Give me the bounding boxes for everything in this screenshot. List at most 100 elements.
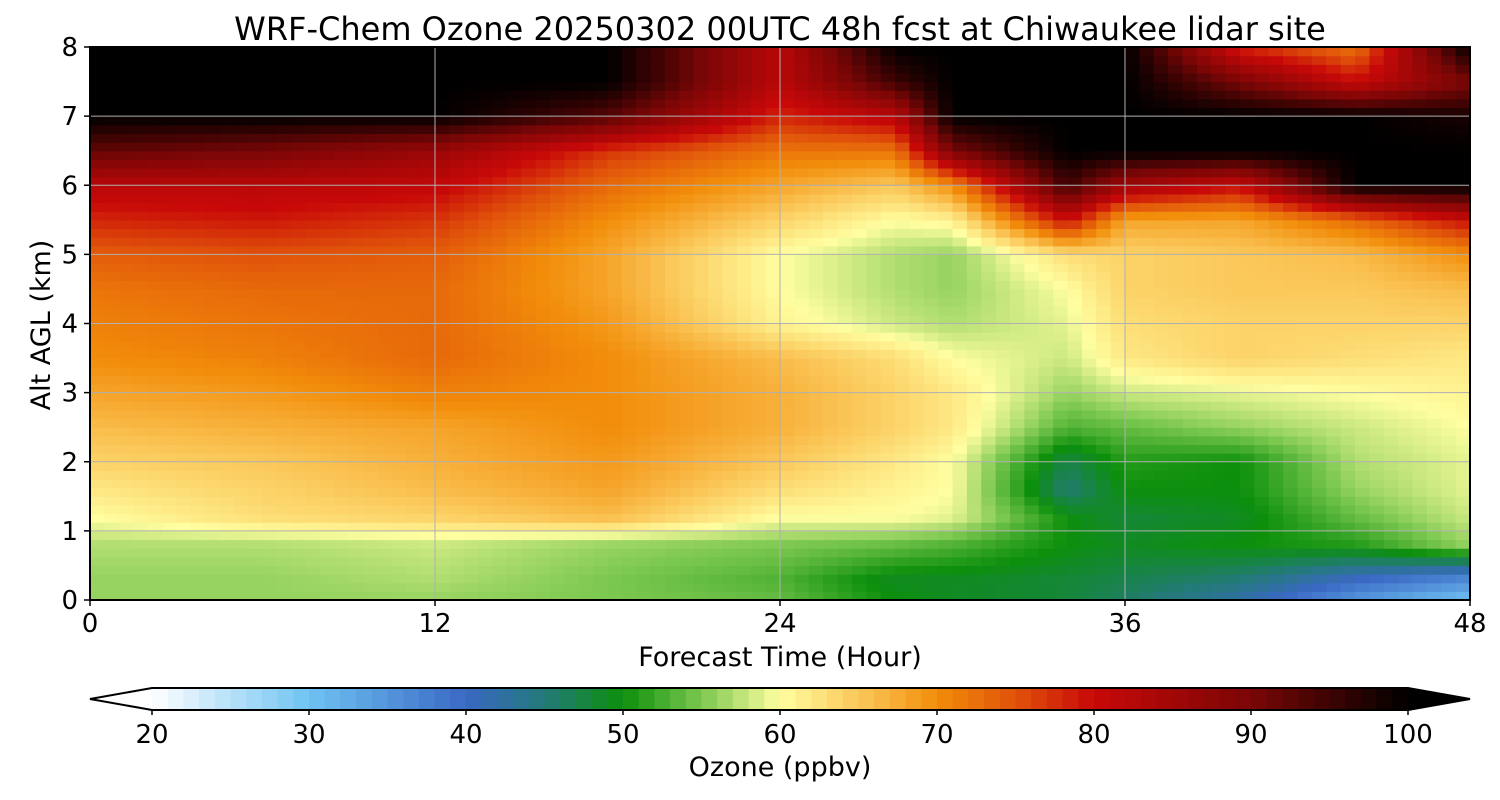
heatmap-cell bbox=[492, 522, 508, 532]
heatmap-cell bbox=[995, 504, 1011, 515]
heatmap-cell bbox=[866, 453, 882, 463]
heatmap-cell bbox=[1311, 237, 1327, 247]
heatmap-cell bbox=[780, 167, 795, 178]
heatmap-cell bbox=[866, 539, 882, 549]
heatmap-cell bbox=[478, 513, 494, 523]
heatmap-cell bbox=[966, 271, 982, 281]
heatmap-cell bbox=[348, 461, 364, 471]
heatmap-cell bbox=[794, 211, 810, 221]
heatmap-cell bbox=[1283, 479, 1299, 489]
heatmap-cell bbox=[1311, 375, 1327, 385]
heatmap-cell bbox=[377, 254, 393, 264]
heatmap-cell bbox=[205, 427, 220, 437]
heatmap-cell bbox=[521, 366, 537, 376]
heatmap-cell bbox=[363, 565, 379, 575]
heatmap-cell bbox=[320, 479, 335, 489]
heatmap-cell bbox=[736, 159, 752, 169]
heatmap-cell bbox=[1168, 306, 1184, 316]
heatmap-cell bbox=[1268, 487, 1284, 497]
heatmap-cell bbox=[1383, 193, 1399, 204]
heatmap-cell bbox=[851, 263, 867, 273]
heatmap-cell bbox=[895, 332, 910, 342]
heatmap-cell bbox=[1283, 409, 1299, 420]
heatmap-cell bbox=[593, 202, 609, 212]
heatmap-cell bbox=[435, 401, 450, 411]
heatmap-cell bbox=[1268, 556, 1284, 567]
heatmap-cell bbox=[751, 496, 767, 506]
heatmap-cell bbox=[564, 150, 580, 160]
heatmap-cell bbox=[118, 176, 134, 186]
heatmap-cell bbox=[1426, 306, 1442, 316]
heatmap-cell bbox=[147, 366, 163, 376]
heatmap-cell bbox=[650, 288, 666, 299]
heatmap-cell bbox=[363, 314, 379, 325]
heatmap-cell bbox=[794, 280, 810, 290]
heatmap-cell bbox=[248, 383, 264, 394]
heatmap-cell bbox=[909, 427, 925, 437]
heatmap-cell bbox=[233, 254, 249, 264]
heatmap-cell bbox=[1168, 375, 1184, 385]
heatmap-cell bbox=[535, 219, 551, 230]
heatmap-cell bbox=[147, 271, 163, 281]
heatmap-cell bbox=[1053, 435, 1069, 446]
heatmap-cell bbox=[334, 219, 350, 230]
heatmap-cell bbox=[923, 565, 939, 575]
heatmap-cell bbox=[1441, 392, 1457, 402]
heatmap-cell bbox=[1096, 470, 1112, 480]
heatmap-cell bbox=[1153, 392, 1169, 402]
heatmap-cell bbox=[880, 530, 896, 541]
heatmap-cell bbox=[1311, 176, 1327, 186]
heatmap-cell bbox=[1383, 513, 1399, 523]
heatmap-cell bbox=[377, 263, 393, 273]
heatmap-cell bbox=[952, 461, 968, 471]
heatmap-cell bbox=[751, 297, 767, 307]
heatmap-cell bbox=[391, 263, 407, 273]
heatmap-cell bbox=[1311, 504, 1327, 515]
heatmap-cell bbox=[133, 470, 149, 480]
heatmap-cell bbox=[851, 202, 867, 212]
heatmap-cell bbox=[564, 159, 580, 169]
heatmap-cell bbox=[650, 487, 666, 497]
heatmap-cell bbox=[1024, 297, 1040, 307]
heatmap-cell bbox=[765, 444, 781, 454]
heatmap-cell bbox=[1153, 427, 1169, 437]
heatmap-cell bbox=[118, 159, 134, 169]
heatmap-cell bbox=[837, 219, 853, 230]
heatmap-cell bbox=[564, 435, 580, 446]
heatmap-cell bbox=[449, 401, 465, 411]
heatmap-cell bbox=[161, 383, 177, 394]
heatmap-cell bbox=[1441, 574, 1457, 584]
heatmap-cell bbox=[708, 427, 724, 437]
heatmap-cell bbox=[492, 314, 508, 325]
heatmap-cell bbox=[952, 280, 968, 290]
heatmap-cell bbox=[1326, 461, 1342, 471]
heatmap-cell bbox=[952, 504, 968, 515]
heatmap-cell bbox=[219, 228, 235, 238]
heatmap-cell bbox=[506, 202, 522, 212]
heatmap-cell bbox=[938, 366, 954, 376]
heatmap-cell bbox=[722, 539, 738, 549]
heatmap-cell bbox=[938, 314, 954, 325]
heatmap-cell bbox=[1196, 167, 1212, 178]
heatmap-cell bbox=[909, 306, 925, 316]
heatmap-cell bbox=[118, 453, 134, 463]
heatmap-cell bbox=[478, 556, 494, 567]
heatmap-cell bbox=[593, 548, 609, 558]
heatmap-cell bbox=[650, 237, 666, 247]
heatmap-cell bbox=[621, 582, 637, 592]
heatmap-cell bbox=[1283, 504, 1299, 515]
heatmap-cell bbox=[1240, 591, 1255, 601]
heatmap-cell bbox=[291, 539, 307, 549]
heatmap-cell bbox=[837, 453, 853, 463]
heatmap-cell bbox=[765, 167, 781, 178]
heatmap-cell bbox=[1196, 219, 1212, 230]
heatmap-cell bbox=[1398, 530, 1414, 541]
heatmap-cell bbox=[118, 539, 134, 549]
heatmap-cell bbox=[1311, 591, 1327, 601]
heatmap-cell bbox=[1254, 591, 1270, 601]
heatmap-cell bbox=[1067, 453, 1083, 463]
heatmap-cell bbox=[1398, 418, 1414, 428]
heatmap-cell bbox=[147, 487, 163, 497]
heatmap-cell bbox=[377, 504, 393, 515]
heatmap-cell bbox=[1297, 340, 1313, 351]
